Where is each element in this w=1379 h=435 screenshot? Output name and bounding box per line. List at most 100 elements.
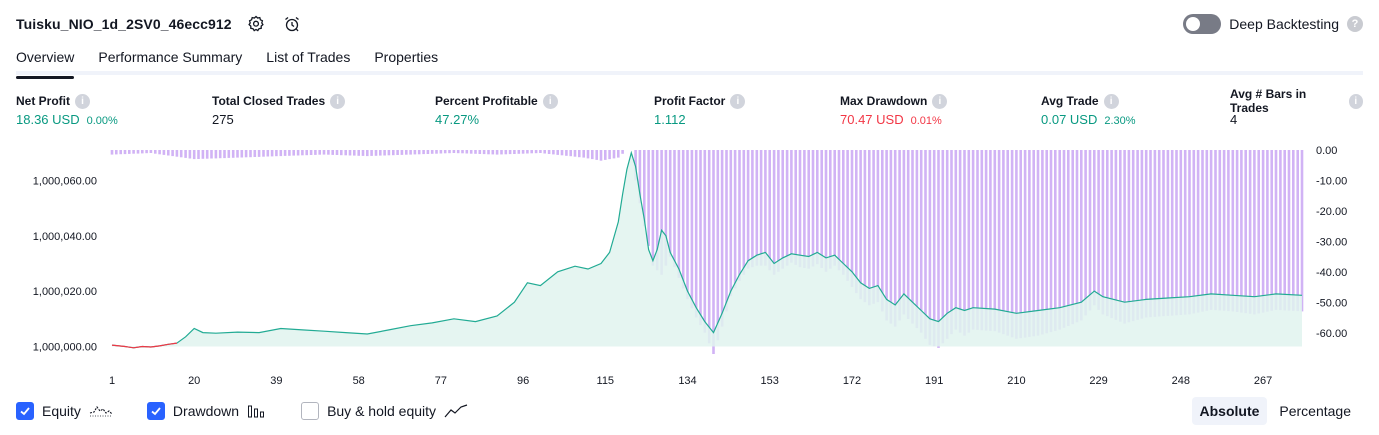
drawdown-bar <box>240 150 244 158</box>
drawdown-bar <box>798 150 802 268</box>
drawdown-bar <box>387 150 391 156</box>
metric-percent-profitable: Percent Profitable i 47.27% <box>435 92 558 130</box>
metric-total-closed-trades: Total Closed Trades i 275 <box>212 92 346 130</box>
drawdown-bar <box>154 150 157 154</box>
drawdown-bar <box>1279 150 1282 311</box>
buy-hold-checkbox[interactable] <box>301 402 320 420</box>
info-icon[interactable]: i <box>932 93 948 109</box>
drawdown-bar <box>647 150 650 246</box>
metric-sub-value: 0.01% <box>910 115 942 127</box>
drawdown-bar <box>1002 150 1005 335</box>
y-right-tick-label: -20.00 <box>1316 206 1347 218</box>
drawdown-bar <box>733 150 737 289</box>
drawdown-bar <box>197 150 200 159</box>
tab-list-of-trades[interactable]: List of Trades <box>266 49 351 65</box>
drawdown-bar <box>876 150 880 303</box>
equity-checkbox[interactable] <box>16 402 34 420</box>
drawdown-bar <box>439 150 443 154</box>
drawdown-bar <box>340 150 343 156</box>
drawdown-bar <box>565 150 568 156</box>
info-icon[interactable]: i <box>75 93 90 109</box>
drawdown-bar <box>1062 150 1066 328</box>
absolute-button[interactable]: Absolute <box>1191 397 1268 425</box>
metric-label: Avg # Bars in Trades i <box>1230 87 1363 115</box>
drawdown-bar <box>171 150 174 157</box>
drawdown-bar <box>1140 150 1144 319</box>
x-tick-label: 210 <box>1007 375 1025 387</box>
drawdown-bar <box>971 150 975 330</box>
deep-backtesting-toggle[interactable] <box>1183 14 1222 34</box>
drawdown-bar <box>136 150 140 154</box>
drawdown-bar <box>885 150 888 321</box>
drawdown-bar <box>889 150 893 324</box>
equity-drawdown-chart[interactable]: 1,000,000.00 1,000,020.00 1,000,040.00 1,00… <box>0 140 1379 390</box>
info-icon[interactable]: i <box>1103 93 1119 109</box>
drawdown-bar <box>1201 150 1204 312</box>
drawdown-bar <box>366 150 369 157</box>
info-icon[interactable]: i <box>542 93 558 109</box>
tab-overview[interactable]: Overview <box>16 44 75 79</box>
x-tick-label: 248 <box>1172 375 1190 387</box>
metric-label-text: Avg Trade <box>1041 94 1099 108</box>
legend-buy-hold-equity[interactable]: Buy & hold equity <box>301 402 468 420</box>
drawdown-bar <box>1049 150 1053 333</box>
drawdown-checkbox[interactable] <box>146 402 165 420</box>
info-icon[interactable]: i <box>730 93 746 109</box>
drawdown-bar <box>218 150 222 159</box>
drawdown-bar <box>1209 150 1213 310</box>
alarm-clock-icon[interactable] <box>280 12 304 36</box>
drawdown-bar <box>348 150 352 156</box>
drawdown-bars-icon <box>247 403 267 419</box>
drawdown-bar <box>370 150 373 156</box>
info-icon[interactable]: i <box>1348 93 1363 109</box>
drawdown-bar <box>707 150 711 344</box>
drawdown-bar <box>595 150 598 160</box>
drawdown-bar <box>993 150 997 332</box>
legend-equity[interactable]: Equity <box>16 402 113 420</box>
drawdown-bar <box>755 150 759 266</box>
tab-properties[interactable]: Properties <box>374 49 439 65</box>
metric-label: Total Closed Trades i <box>212 92 346 110</box>
drawdown-bar <box>664 150 668 266</box>
drawdown-bar <box>608 150 611 160</box>
drawdown-bar <box>409 150 412 155</box>
drawdown-bar <box>231 150 235 158</box>
tab-performance-summary[interactable]: Performance Summary <box>98 49 243 65</box>
drawdown-bar <box>820 150 823 268</box>
drawdown-bar <box>517 150 521 154</box>
drawdown-bar <box>928 150 932 345</box>
drawdown-bar <box>115 150 118 155</box>
info-icon[interactable]: i <box>330 93 346 109</box>
drawdown-bar <box>1006 150 1009 336</box>
legend-equity-label: Equity <box>42 403 81 419</box>
drawdown-bar <box>617 150 620 158</box>
drawdown-bar <box>1188 150 1191 315</box>
drawdown-bar <box>811 150 815 267</box>
drawdown-bar <box>837 150 841 271</box>
drawdown-bar <box>781 150 784 269</box>
drawdown-bar <box>777 150 780 272</box>
drawdown-bar <box>924 150 927 339</box>
legend-drawdown[interactable]: Drawdown <box>146 402 267 420</box>
equity-line <box>111 150 1303 349</box>
percentage-button[interactable]: Percentage <box>1279 403 1351 419</box>
drawdown-bar <box>673 150 676 268</box>
drawdown-bar <box>945 150 949 339</box>
drawdown-bar <box>1144 150 1148 318</box>
drawdown-bar <box>1240 150 1243 313</box>
drawdown-bar <box>314 150 317 155</box>
settings-gear-icon[interactable] <box>244 12 268 36</box>
drawdown-bars <box>110 150 1304 354</box>
drawdown-bar <box>703 150 707 333</box>
drawdown-bar <box>210 150 213 159</box>
drawdown-bar <box>1131 150 1135 322</box>
drawdown-bar <box>1058 150 1061 330</box>
drawdown-bar <box>1231 150 1235 312</box>
drawdown-bar <box>1175 150 1178 316</box>
help-icon[interactable]: ? <box>1347 16 1363 32</box>
metric-value: 70.47 USD <box>840 112 904 127</box>
drawdown-bar <box>556 150 559 155</box>
deep-backtesting-control: Deep Backtesting ? <box>1183 12 1363 36</box>
drawdown-bar <box>322 150 326 155</box>
drawdown-bar <box>881 150 884 312</box>
